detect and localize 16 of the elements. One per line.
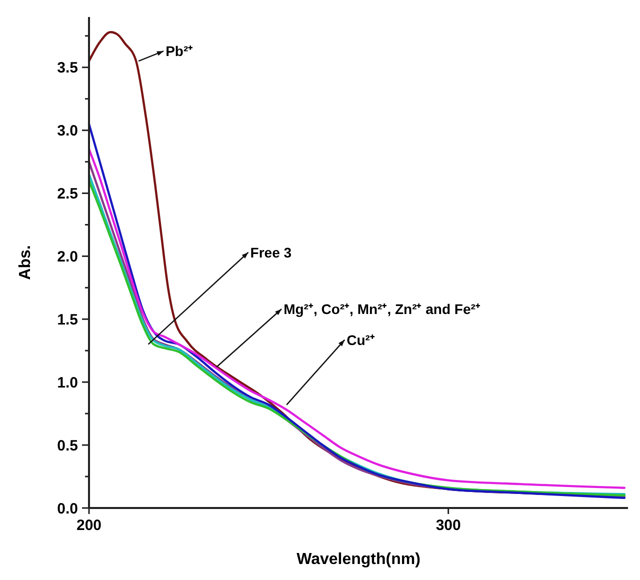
annotation: Cu²⁺ [346, 332, 375, 348]
y-tick-label: 2.0 [57, 248, 78, 266]
y-tick-label: 0.5 [57, 437, 78, 454]
x-axis-title: Wavelength(nm) [296, 551, 420, 568]
y-tick-label: 3.0 [57, 122, 78, 140]
y-axis-title: Abs. [17, 245, 34, 280]
x-tick-label: 300 [436, 517, 461, 534]
y-tick-label: 1.5 [57, 311, 78, 328]
annotation: Mg²⁺, Co²⁺, Mn²⁺, Zn²⁺ and Fe²⁺ [284, 300, 480, 317]
y-tick-label: 1.0 [57, 374, 78, 392]
y-tick-label: 2.5 [57, 186, 78, 203]
x-tick-label: 200 [76, 517, 102, 534]
annotation: Pb²⁺ [166, 43, 194, 60]
y-tick-label: 0.0 [57, 500, 78, 518]
annotation: Free 3 [250, 244, 292, 260]
y-tick-label: 3.5 [57, 60, 78, 77]
